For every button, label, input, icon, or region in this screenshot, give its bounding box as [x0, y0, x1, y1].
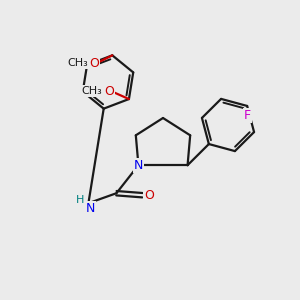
Text: O: O: [89, 57, 99, 70]
Text: O: O: [145, 189, 154, 202]
Text: CH₃: CH₃: [67, 58, 88, 68]
Text: N: N: [86, 202, 95, 215]
Text: N: N: [134, 159, 143, 172]
Text: F: F: [244, 110, 251, 122]
Text: O: O: [104, 85, 114, 98]
Text: H: H: [76, 195, 85, 205]
Text: CH₃: CH₃: [82, 86, 102, 96]
